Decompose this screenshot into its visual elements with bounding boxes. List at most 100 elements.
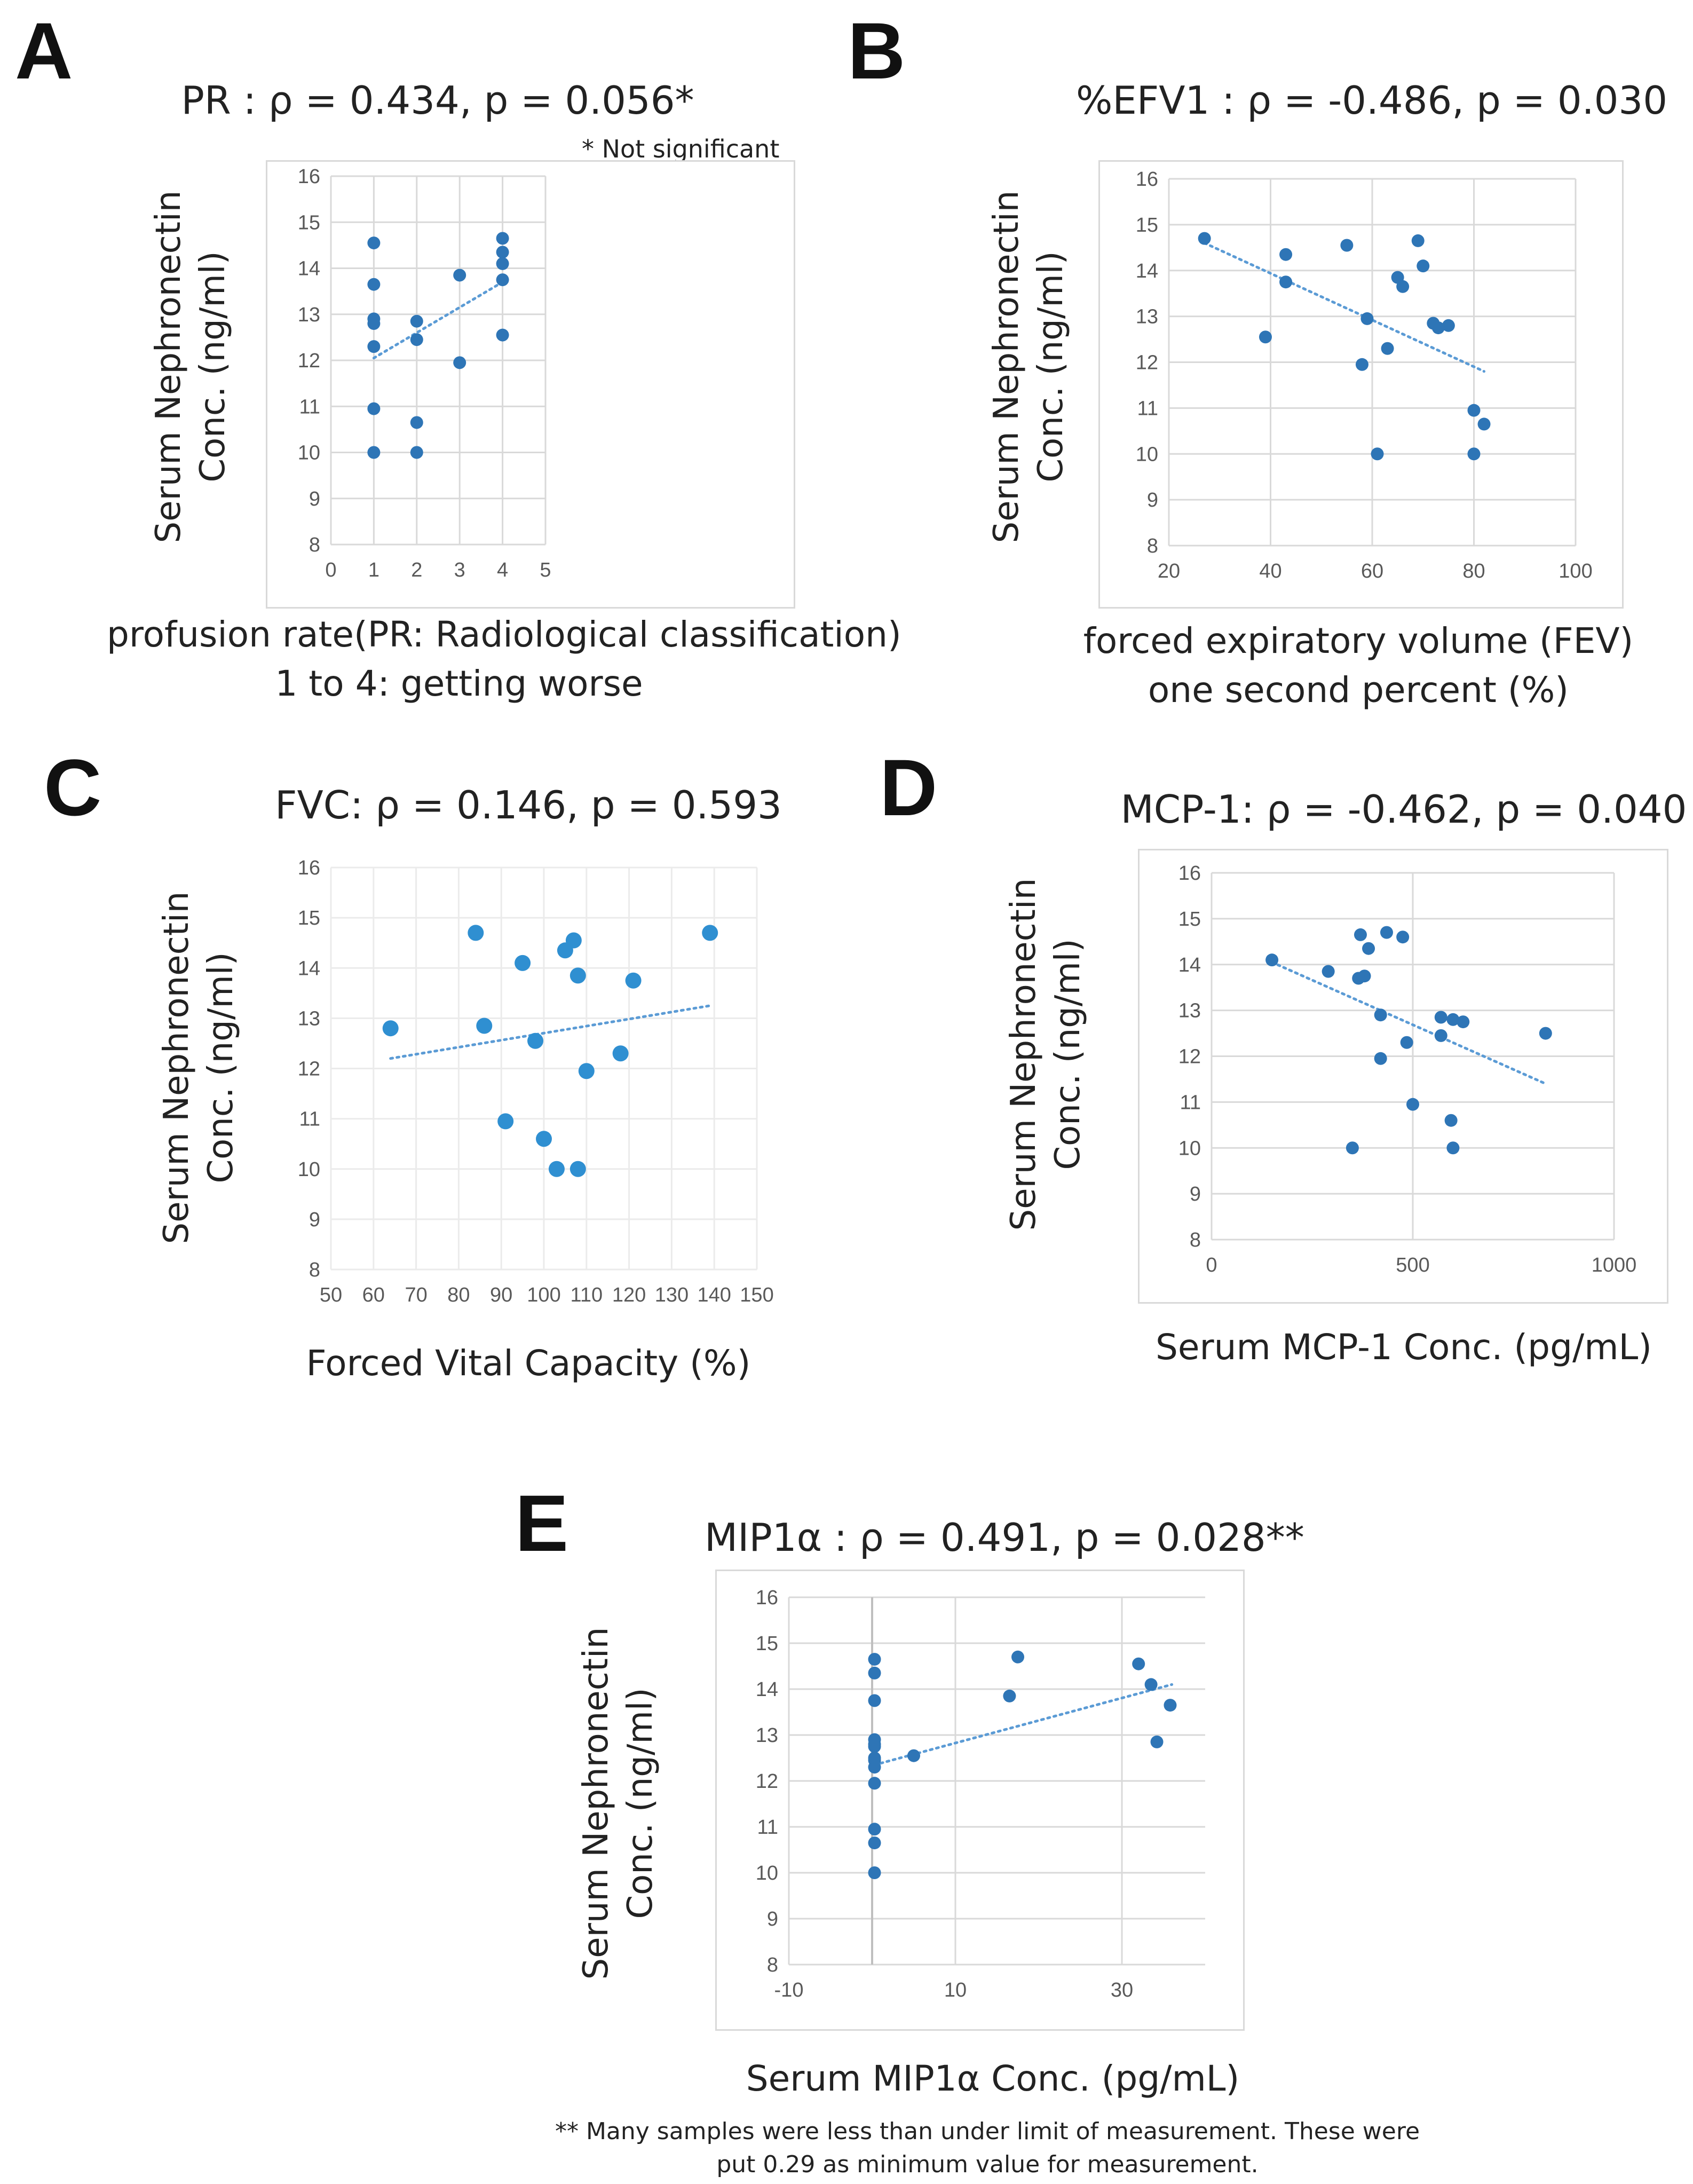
data-point <box>868 1777 881 1790</box>
y-tick-label: 11 <box>1137 397 1158 420</box>
x-tick-label: 70 <box>405 1284 427 1306</box>
data-point <box>1446 1141 1460 1155</box>
footnote-line: put 0.29 as minimum value for measuremen… <box>716 2150 1259 2178</box>
data-point <box>1374 1008 1387 1022</box>
y-tick-label: 14 <box>1178 954 1201 976</box>
data-point <box>367 340 381 353</box>
y-tick-label: 16 <box>298 857 320 879</box>
data-point <box>1259 330 1272 344</box>
data-point <box>1381 342 1394 355</box>
data-point <box>1406 1098 1419 1111</box>
data-point <box>625 972 642 989</box>
x-axis-label: Serum MIP1α Conc. (pg/mL) <box>683 2054 1302 2103</box>
data-point <box>569 1161 586 1177</box>
data-point <box>367 317 381 330</box>
data-point <box>1340 239 1354 252</box>
data-point <box>1411 234 1425 247</box>
y-tick-label: 10 <box>1136 443 1158 466</box>
y-tick-label: 8 <box>309 1259 320 1281</box>
data-point <box>868 1823 881 1836</box>
y-tick-label: 15 <box>298 907 320 929</box>
x-tick-label: 130 <box>655 1284 689 1306</box>
chart-title: FVC: ρ = 0.146, p = 0.593 <box>275 783 782 827</box>
x-axis-label: forced expiratory volume (FEV) one secon… <box>1051 617 1665 715</box>
data-point <box>1132 1657 1145 1670</box>
y-tick-label: 15 <box>756 1633 778 1655</box>
data-point <box>410 416 423 429</box>
data-point <box>1434 1029 1447 1042</box>
x-tick-label: 80 <box>1462 560 1485 582</box>
data-point <box>496 257 509 270</box>
x-tick-label: 60 <box>1361 560 1383 582</box>
data-point <box>1400 1036 1413 1049</box>
data-point <box>367 402 381 415</box>
x-axis-label-line: one second percent (%) <box>1148 669 1569 711</box>
data-point <box>702 925 718 941</box>
data-point <box>1539 1027 1552 1040</box>
y-tick-label: 16 <box>756 1587 778 1609</box>
data-point <box>1371 447 1384 461</box>
y-tick-label: 8 <box>1147 535 1158 557</box>
y-tick-label: 11 <box>299 1108 320 1131</box>
data-point <box>536 1131 552 1147</box>
x-tick-label: 10 <box>944 1979 967 2001</box>
data-point <box>497 1113 514 1130</box>
data-point <box>476 1018 493 1034</box>
x-tick-label: 120 <box>612 1284 646 1306</box>
trendline <box>372 280 504 360</box>
x-tick-label: 60 <box>362 1284 385 1306</box>
y-tick-label: 13 <box>298 1007 320 1030</box>
data-point <box>1446 1013 1460 1026</box>
x-tick-label: 0 <box>1206 1254 1217 1276</box>
y-tick-label: 16 <box>298 165 320 188</box>
y-tick-label: 9 <box>767 1908 778 1930</box>
data-point <box>1396 280 1410 293</box>
data-point <box>1011 1650 1024 1663</box>
data-point <box>1444 1114 1458 1127</box>
x-axis-label-line: Serum MCP-1 Conc. (pg/mL) <box>1155 1327 1652 1368</box>
panel-letter: B <box>848 6 906 96</box>
data-point <box>1322 965 1335 978</box>
x-tick-label: 140 <box>697 1284 731 1306</box>
x-axis-label: Serum MCP-1 Conc. (pg/mL) <box>1121 1323 1687 1372</box>
y-tick-label: 15 <box>1178 908 1201 931</box>
x-axis-label-line: Serum MIP1α Conc. (pg/mL) <box>746 2058 1240 2099</box>
data-point <box>367 446 381 459</box>
y-tick-label: 13 <box>756 1724 778 1747</box>
data-point <box>1467 404 1481 417</box>
y-tick-label: 12 <box>298 1058 320 1081</box>
y-tick-label: 11 <box>299 396 320 418</box>
y-tick-label: 15 <box>1136 214 1158 236</box>
x-tick-label: 3 <box>454 559 465 581</box>
x-tick-label: 30 <box>1111 1979 1133 2001</box>
data-point <box>496 273 509 287</box>
data-point <box>907 1749 920 1762</box>
data-point <box>1003 1689 1016 1702</box>
y-tick-label: 10 <box>298 1158 320 1181</box>
y-tick-label: 14 <box>298 258 320 280</box>
y-tick-label: 10 <box>1178 1137 1201 1160</box>
x-tick-label: 40 <box>1259 560 1281 582</box>
data-point <box>1164 1699 1177 1712</box>
x-tick-label: 20 <box>1158 560 1180 582</box>
y-tick-label: 13 <box>1136 306 1158 328</box>
data-point <box>1355 358 1368 371</box>
data-point <box>515 955 531 971</box>
data-point <box>1265 953 1279 967</box>
y-tick-label: 8 <box>1190 1229 1201 1251</box>
data-point <box>410 314 423 328</box>
plot-area <box>1098 160 1624 609</box>
data-point <box>1417 259 1430 273</box>
data-point <box>1396 931 1410 944</box>
data-point <box>868 1694 881 1707</box>
data-point <box>1380 926 1393 939</box>
panel-letter: E <box>515 1478 569 1568</box>
x-tick-label: 4 <box>497 559 508 581</box>
y-axis-label-line: Conc. (ng/ml) <box>621 1688 661 1919</box>
footnote: ** Many samples were less than under lim… <box>480 2115 1494 2181</box>
trendline <box>389 1004 711 1060</box>
